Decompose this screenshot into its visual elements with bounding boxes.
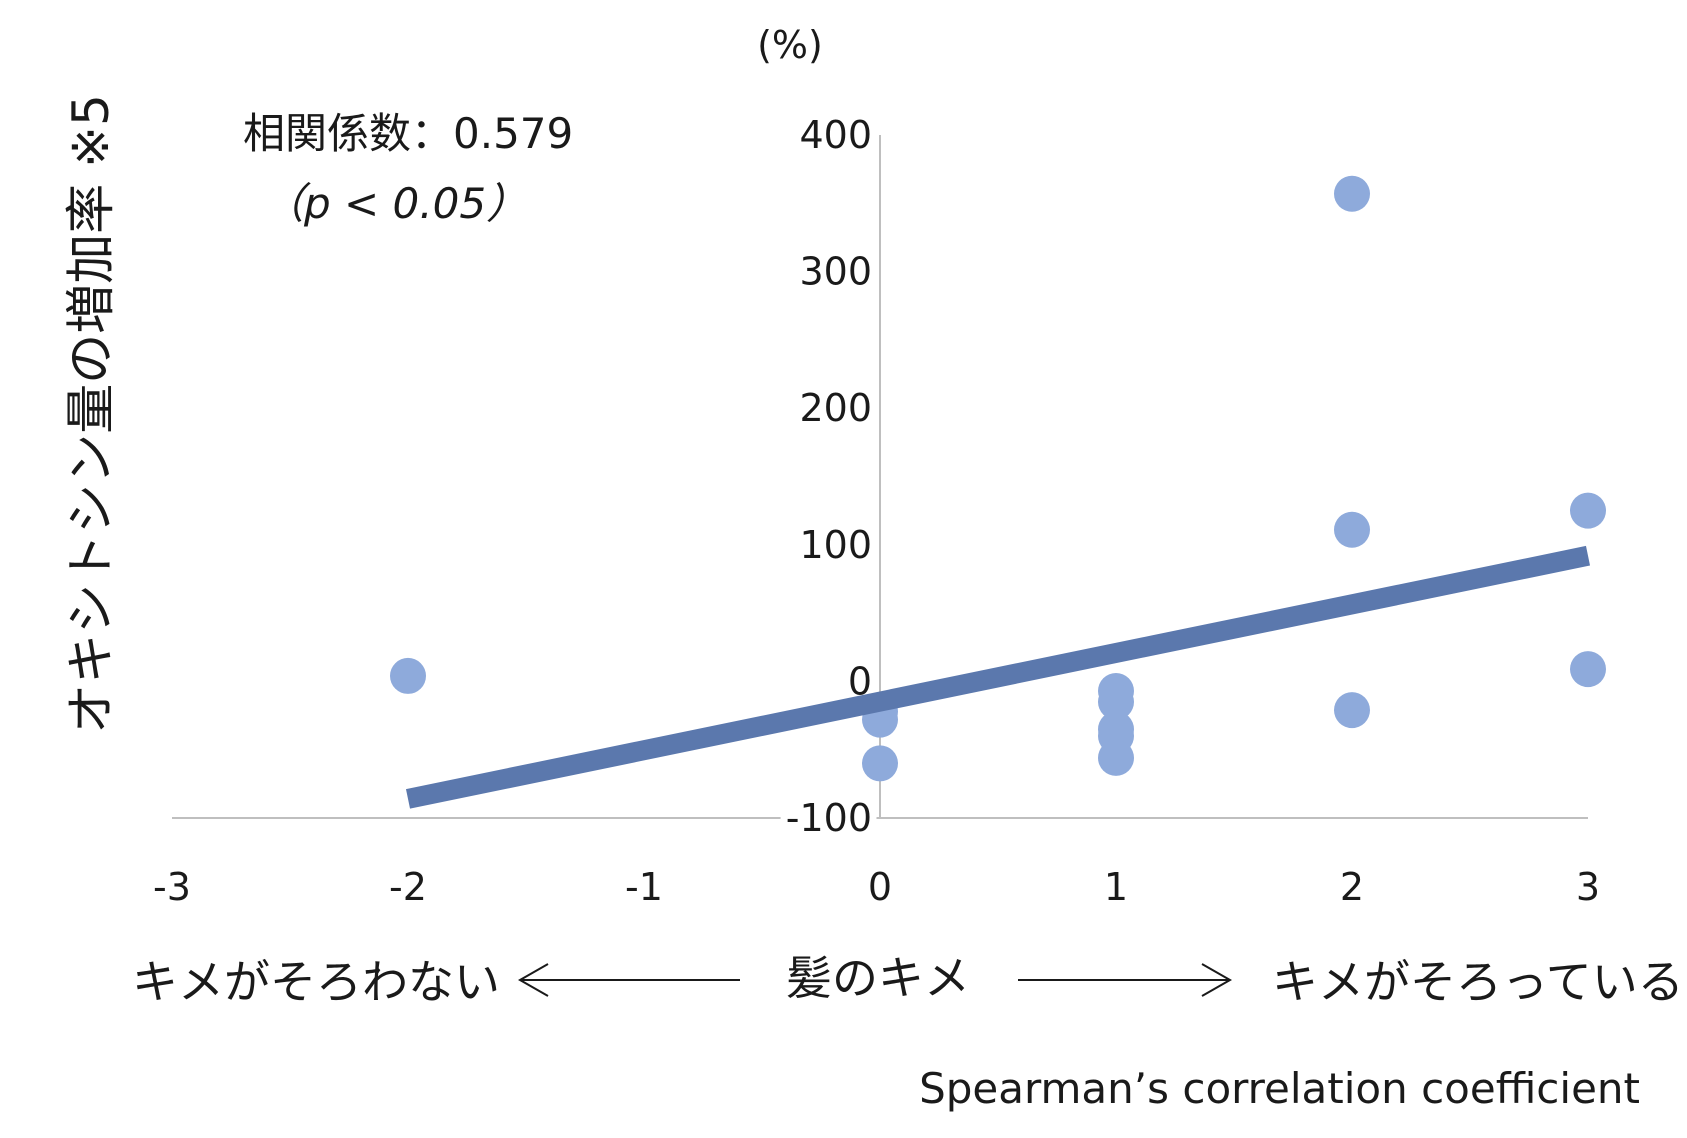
data-point bbox=[1098, 739, 1134, 776]
x-axis-center-label: 髪のキメ bbox=[786, 951, 970, 1005]
data-point bbox=[390, 657, 426, 694]
y-tick-label: 200 bbox=[799, 386, 872, 430]
p-value-annotation: （p < 0.05） bbox=[262, 179, 528, 228]
x-axis-right-label: キメがそろっている bbox=[1272, 955, 1684, 1009]
data-point bbox=[1098, 683, 1134, 720]
x-tick-labels: -3 -2 -1 0 1 2 3 bbox=[153, 865, 1600, 909]
data-point bbox=[1334, 175, 1370, 212]
correlation-annotation: 相関係数：0.579 bbox=[243, 109, 573, 158]
x-tick-label: -3 bbox=[153, 865, 191, 909]
data-point bbox=[1334, 692, 1370, 729]
left-arrow-icon bbox=[517, 963, 740, 997]
y-tick-label: 100 bbox=[799, 523, 872, 567]
x-tick-label: 1 bbox=[1104, 865, 1128, 909]
y-axis-title: オキシトシン量の増加率 ※5 bbox=[62, 94, 120, 734]
data-point bbox=[1570, 492, 1606, 529]
x-tick-label: -2 bbox=[389, 865, 427, 909]
data-point bbox=[1570, 651, 1606, 688]
data-point bbox=[862, 745, 898, 782]
x-tick-label: 2 bbox=[1340, 865, 1364, 909]
y-tick-label: 400 bbox=[799, 113, 872, 157]
y-tick-label: 300 bbox=[799, 250, 872, 294]
y-unit-label: (%) bbox=[757, 23, 823, 67]
data-point bbox=[1334, 511, 1370, 548]
data-points bbox=[390, 175, 1606, 782]
footer-caption: Spearman’s correlation coefficient bbox=[919, 1064, 1640, 1113]
x-tick-label: 0 bbox=[868, 865, 892, 909]
trendline bbox=[405, 545, 1591, 809]
right-arrow-icon bbox=[1018, 963, 1233, 997]
x-tick-label: 3 bbox=[1576, 865, 1600, 909]
x-axis-left-label: キメがそろわない bbox=[132, 955, 500, 1009]
x-tick-label: -1 bbox=[625, 865, 663, 909]
y-tick-label: -100 bbox=[786, 796, 872, 840]
